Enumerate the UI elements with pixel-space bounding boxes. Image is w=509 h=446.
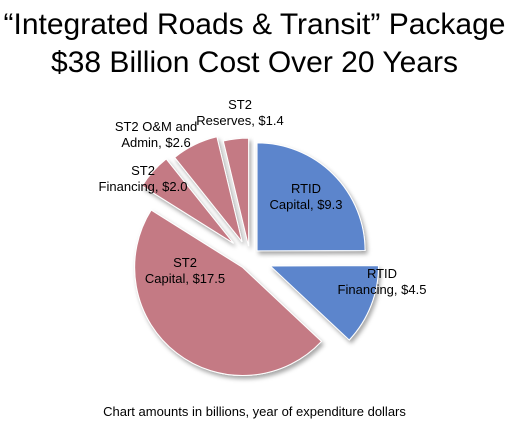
chart-title: “Integrated Roads & Transit” Package [3,8,506,41]
slice-label: ST2 O&M and Admin, $2.6 [115,119,197,150]
slice-label: ST2 Reserves, $1.4 [196,97,283,128]
pie-slice [174,136,243,243]
chart-subtitle: $38 Billion Cost Over 20 Years [51,46,458,79]
pie-slice [269,265,379,341]
pie-slice [256,142,366,252]
slice-label: RTID Capital, $9.3 [270,181,343,212]
pie-slice [141,158,234,244]
slice-label: ST2 Financing, $2.0 [99,163,188,194]
chart-footnote: Chart amounts in billions, year of expen… [103,404,406,419]
pie-slice [134,209,323,376]
slice-label: RTID Financing, $4.5 [338,266,427,297]
slice-label: ST2 Capital, $17.5 [145,255,225,286]
pie-slice [222,137,250,247]
